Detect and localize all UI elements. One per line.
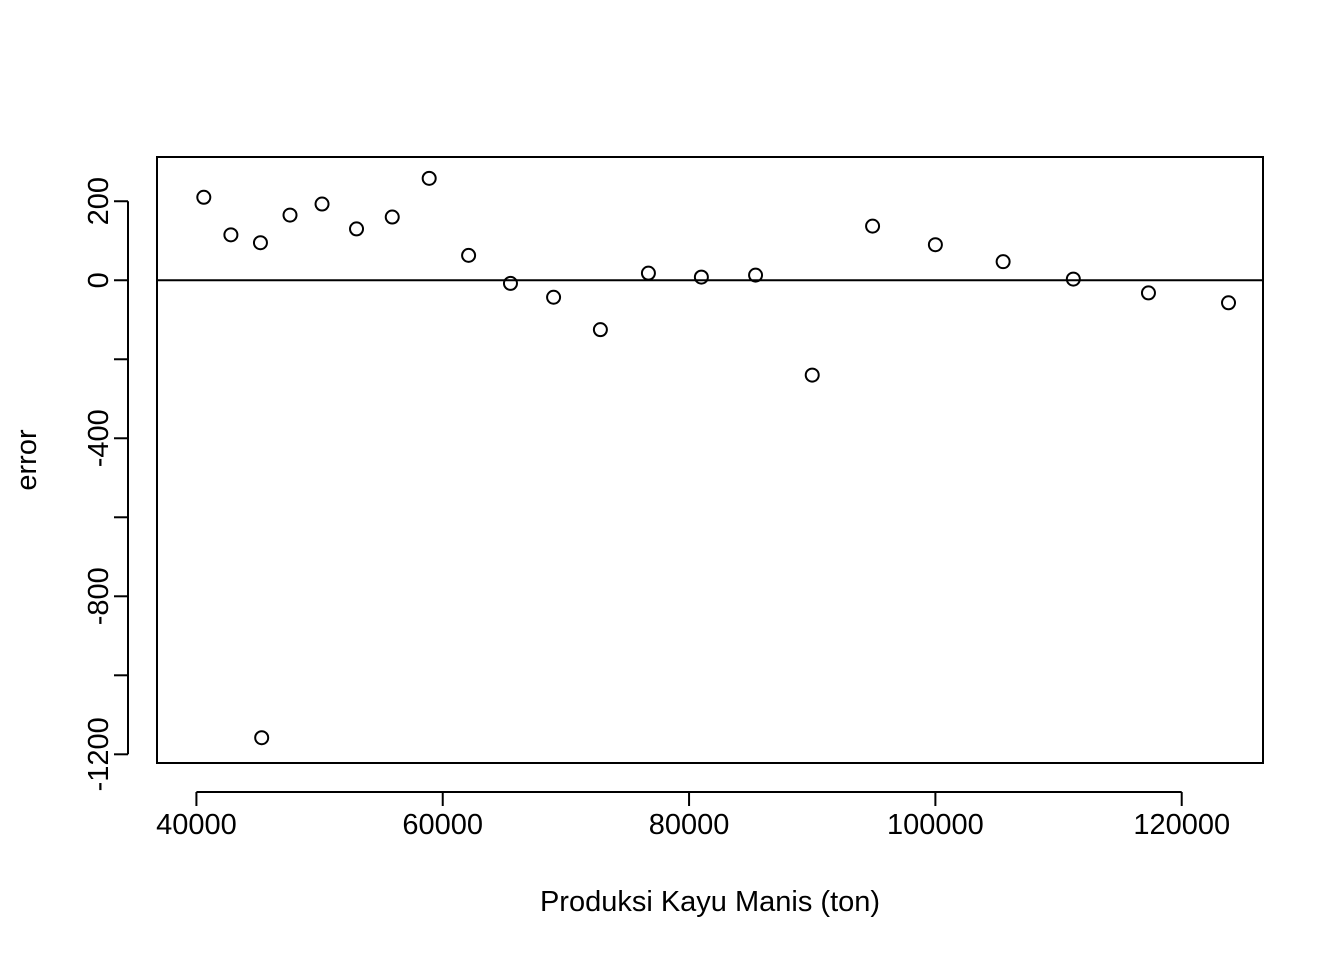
x-tick-label: 100000 [887,809,984,841]
x-tick-label: 60000 [402,809,483,841]
data-point [1221,295,1237,311]
data-point [502,275,518,291]
data-point [865,218,881,234]
data-point [546,289,562,305]
data-point [314,196,330,212]
data-point [693,269,709,285]
x-tick-label: 120000 [1133,809,1230,841]
data-point [927,237,943,253]
x-tick-label: 80000 [649,809,730,841]
y-tick-label: 0 [83,272,115,288]
data-point [640,265,656,281]
data-point [349,221,365,237]
data-point [252,235,268,251]
data-point [196,189,212,205]
data-point [592,322,608,338]
y-tick-label: -800 [83,567,115,625]
y-tick-label: 200 [83,177,115,225]
x-tick-label: 40000 [156,809,237,841]
plot-frame [156,156,1264,764]
data-point [1140,285,1156,301]
data-points [196,170,1237,746]
data-point [748,267,764,283]
y-axis-title: error [11,429,43,491]
data-point [421,170,437,186]
data-point [804,367,820,383]
data-point [254,730,270,746]
data-point [461,247,477,263]
data-point [282,207,298,223]
x-axis-title: Produksi Kayu Manis (ton) [540,886,880,918]
y-tick-label: -400 [83,409,115,467]
data-point [384,209,400,225]
data-point [995,254,1011,270]
y-tick-label: -1200 [83,717,115,791]
y-axis: -1200 -800 -400 0 200 [83,177,129,791]
x-axis: 40000 60000 80000 100000 120000 [156,791,1230,841]
data-point [223,227,239,243]
data-point [1065,271,1081,287]
